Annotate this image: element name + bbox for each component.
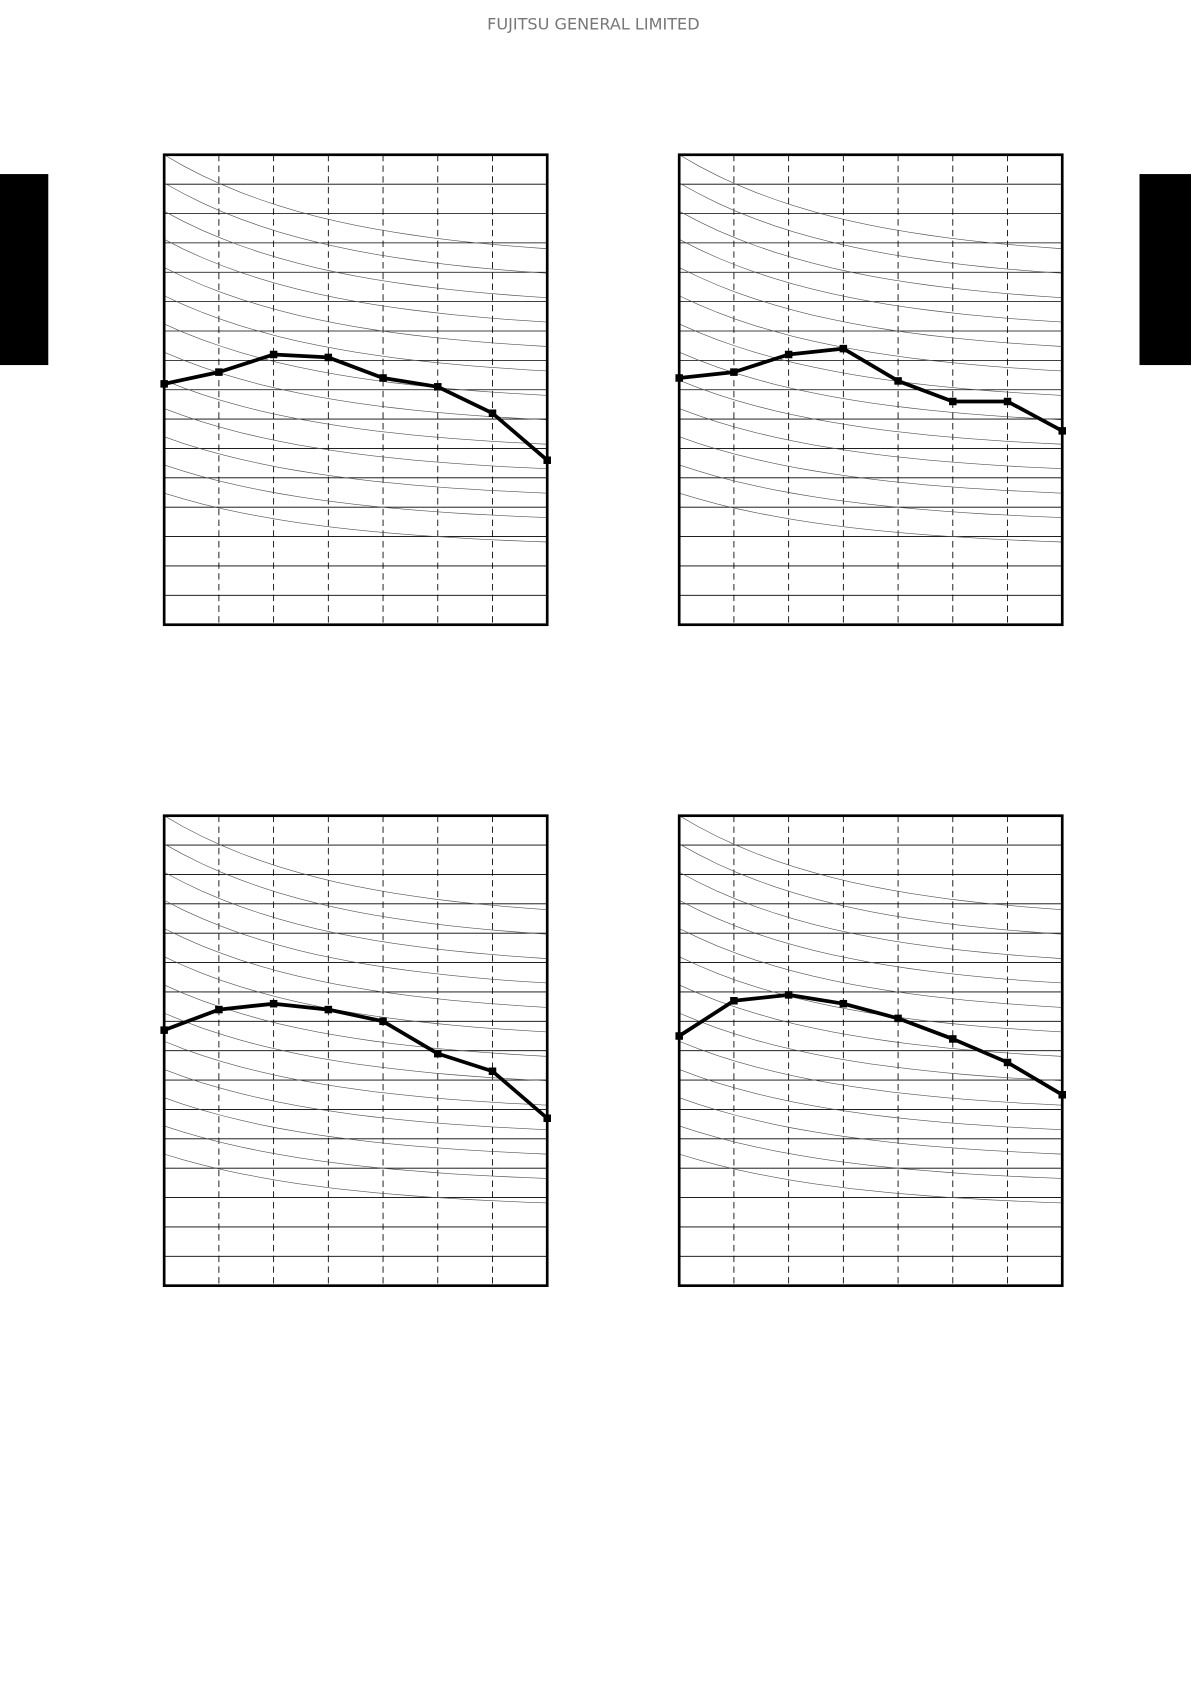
reference-curve [164, 1153, 548, 1204]
reference-curve [679, 928, 1063, 1008]
reference-curve [679, 871, 1063, 959]
data-point [949, 1035, 957, 1043]
reference-curve [164, 1125, 548, 1179]
reference-curve [164, 1040, 548, 1106]
reference-curve [164, 351, 548, 421]
reference-curve [164, 436, 548, 494]
reference-curve [164, 267, 548, 347]
data-point [839, 999, 848, 1008]
reference-curve [164, 210, 548, 299]
data-point [215, 1005, 223, 1014]
data-point [675, 374, 683, 382]
data-point [1003, 1058, 1012, 1067]
reference-curve [164, 899, 548, 984]
data-point [784, 991, 793, 999]
side-tab [1139, 174, 1191, 366]
reference-curve [679, 351, 1063, 421]
reference-curve [164, 408, 548, 470]
reference-curve [164, 956, 548, 1033]
data-point [488, 409, 497, 417]
reference-curve [679, 408, 1063, 470]
data-point [379, 374, 387, 382]
data-point [543, 456, 551, 464]
data-point [949, 397, 957, 406]
plot-frame [162, 814, 549, 1288]
reference-curve [679, 1097, 1063, 1155]
reference-curve [679, 815, 1063, 911]
reference-curve [679, 1012, 1063, 1082]
reference-curve [164, 239, 548, 323]
reference-curve [679, 239, 1063, 323]
plot-frame [162, 153, 549, 627]
reference-curve [679, 1040, 1063, 1106]
data-point [543, 1114, 551, 1123]
data-point [269, 350, 278, 359]
reference-curve [164, 843, 548, 935]
data-line [163, 352, 549, 462]
reference-curve [164, 492, 548, 543]
reference-curve [679, 210, 1063, 299]
reference-curve [679, 956, 1063, 1033]
data-point [1058, 1090, 1066, 1099]
reference-curve [164, 154, 548, 250]
reference-curve [164, 182, 548, 274]
data-point [269, 999, 278, 1008]
reference-curve [164, 295, 548, 372]
data-point [894, 377, 902, 385]
data-line [163, 1001, 549, 1120]
data-point [324, 1005, 333, 1014]
data-point [730, 997, 738, 1005]
reference-curve [679, 267, 1063, 347]
reference-curve [679, 436, 1063, 494]
side-tab [0, 174, 49, 366]
reference-curve [164, 984, 548, 1057]
data-point [1003, 397, 1012, 406]
reference-curve [679, 379, 1063, 445]
reference-curve [679, 182, 1063, 274]
data-point [324, 353, 333, 362]
reference-curve [164, 323, 548, 396]
reference-curve [679, 492, 1063, 543]
data-point [730, 368, 738, 376]
reference-curve [164, 928, 548, 1008]
data-point [488, 1067, 497, 1076]
data-point [434, 1049, 442, 1058]
reference-curve [679, 295, 1063, 372]
reference-curve [164, 1097, 548, 1155]
reference-curve [164, 464, 548, 518]
plot-frame [677, 153, 1064, 627]
data-point [434, 383, 442, 391]
reference-curve [164, 1069, 548, 1130]
data-point [894, 1014, 902, 1023]
data-point [379, 1017, 387, 1026]
data-point [839, 344, 848, 353]
reference-curve [679, 464, 1063, 518]
header: FUJITSU GENERAL LIMITED [487, 14, 699, 33]
reference-curve [164, 871, 548, 959]
reference-curve [164, 1012, 548, 1082]
reference-curve [679, 1069, 1063, 1130]
data-point [215, 368, 223, 376]
reference-curve [679, 899, 1063, 984]
reference-curve [679, 1153, 1063, 1204]
data-point [160, 380, 168, 388]
data-point [1058, 427, 1066, 435]
reference-curve [679, 843, 1063, 935]
reference-curve [679, 323, 1063, 396]
reference-curve [679, 154, 1063, 250]
plot-frame [677, 814, 1064, 1288]
data-point [784, 350, 793, 359]
data-line [678, 346, 1064, 433]
reference-curve [679, 1125, 1063, 1179]
reference-curve [679, 984, 1063, 1057]
data-point [675, 1032, 683, 1040]
data-line [678, 993, 1064, 1097]
reference-curve [164, 380, 548, 445]
data-point [160, 1026, 168, 1034]
reference-curve [164, 815, 548, 911]
